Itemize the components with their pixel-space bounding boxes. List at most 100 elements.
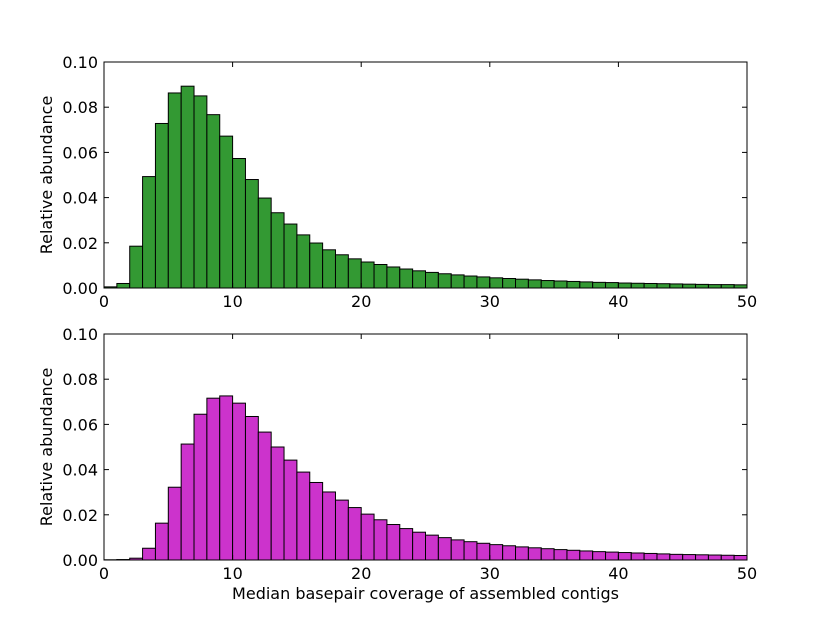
histogram-bar bbox=[116, 282, 131, 289]
histogram-bar bbox=[592, 551, 607, 561]
histogram-bar bbox=[154, 122, 169, 289]
histogram-bar bbox=[283, 223, 298, 289]
histogram-bar bbox=[257, 197, 272, 289]
histogram-bar bbox=[656, 553, 671, 561]
y-tick-label: 0.10 bbox=[62, 325, 98, 344]
plot-frame-bottom bbox=[103, 333, 748, 561]
x-tick-label: 0 bbox=[99, 292, 109, 311]
ticks-bottom: 0 10 20 30 40 50 0.00 0.02 0.04 0.06 0.08 0.10 bbox=[62, 325, 757, 583]
histogram-bar bbox=[373, 519, 388, 561]
histogram-bar bbox=[617, 552, 632, 561]
x-tick-label: 10 bbox=[222, 292, 242, 311]
histogram-bar bbox=[695, 554, 709, 561]
y-axis-label-top: Relative abundance bbox=[37, 96, 56, 255]
histogram-bar bbox=[579, 550, 594, 561]
histogram-bar bbox=[244, 179, 259, 289]
histogram-bar bbox=[193, 413, 208, 561]
histogram-bar bbox=[167, 486, 182, 561]
histogram-bar bbox=[180, 443, 195, 561]
histogram-bar bbox=[669, 283, 684, 289]
histogram-bar bbox=[399, 528, 414, 561]
x-tick-label: 40 bbox=[608, 564, 628, 583]
histogram-bar bbox=[656, 283, 671, 289]
histogram-bar bbox=[270, 212, 285, 289]
y-tick-label: 0.02 bbox=[62, 506, 98, 525]
y-tick-label: 0.06 bbox=[62, 143, 98, 162]
histogram-bar bbox=[617, 282, 632, 289]
histogram-bar bbox=[566, 549, 581, 561]
ticks-top: 0 10 20 30 40 50 0.00 0.02 0.04 0.06 0.08 0.10 bbox=[62, 53, 757, 311]
histogram-bar bbox=[489, 277, 504, 289]
x-tick-label: 50 bbox=[737, 292, 757, 311]
histogram-bar bbox=[360, 261, 375, 289]
bars-top bbox=[103, 85, 748, 289]
plot-frame-top bbox=[103, 61, 748, 289]
histogram-bar bbox=[437, 537, 452, 561]
y-axis-label-bottom: Relative abundance bbox=[37, 368, 56, 527]
x-tick-label: 10 bbox=[222, 564, 242, 583]
histogram-bar bbox=[142, 547, 156, 561]
histogram-bar bbox=[296, 234, 311, 289]
histogram-bar bbox=[322, 249, 336, 289]
histogram-bar bbox=[386, 266, 401, 289]
histogram-bar bbox=[707, 284, 722, 289]
x-tick-label: 30 bbox=[480, 292, 500, 311]
histogram-bar bbox=[180, 85, 195, 289]
histogram-bar bbox=[682, 283, 697, 289]
histogram-bar bbox=[605, 282, 619, 289]
histogram-bar bbox=[412, 531, 427, 561]
histogram-bar bbox=[566, 280, 581, 289]
histogram-bar bbox=[695, 283, 709, 289]
histogram-bar bbox=[167, 92, 182, 289]
histogram-bar bbox=[669, 553, 684, 561]
x-tick-label: 50 bbox=[737, 564, 757, 583]
histogram-bar bbox=[463, 275, 478, 289]
histogram-bar bbox=[553, 280, 568, 289]
histogram-bar bbox=[219, 395, 234, 561]
histogram-bar bbox=[579, 281, 594, 289]
histogram-bar bbox=[553, 549, 568, 561]
histogram-bar bbox=[257, 431, 272, 561]
histogram-bar bbox=[206, 114, 221, 289]
histogram-bar bbox=[630, 552, 645, 561]
histogram-bar bbox=[515, 278, 529, 289]
histogram-bar bbox=[334, 254, 349, 289]
histogram-bar bbox=[450, 539, 465, 561]
y-tick-label: 0.04 bbox=[62, 461, 98, 480]
y-tick-label: 0.08 bbox=[62, 370, 98, 389]
histogram-bar bbox=[527, 547, 542, 561]
histogram-bar bbox=[412, 270, 427, 289]
histogram-bar bbox=[347, 258, 362, 289]
histogram-bar bbox=[322, 491, 336, 561]
y-tick-label: 0.06 bbox=[62, 415, 98, 434]
y-tick-label: 0.00 bbox=[62, 279, 98, 298]
x-axis-label-bottom: Median basepair coverage of assembled co… bbox=[232, 584, 619, 603]
histogram-bar bbox=[515, 546, 529, 561]
histogram-bar bbox=[720, 284, 735, 289]
histogram-bar bbox=[437, 273, 452, 289]
histogram-bar bbox=[270, 446, 285, 561]
y-tick-label: 0.10 bbox=[62, 53, 98, 72]
histogram-bar bbox=[232, 402, 246, 561]
histogram-bar bbox=[283, 459, 298, 561]
x-tick-label: 20 bbox=[351, 564, 371, 583]
histogram-bar bbox=[219, 135, 234, 289]
histogram-bar bbox=[425, 271, 439, 289]
histogram-bar bbox=[450, 274, 465, 289]
x-tick-label: 20 bbox=[351, 292, 371, 311]
histogram-bar bbox=[489, 544, 504, 561]
histogram-bar bbox=[643, 552, 658, 561]
histogram-bar bbox=[425, 534, 439, 561]
histogram-bar bbox=[129, 245, 144, 289]
histogram-bar bbox=[630, 282, 645, 289]
histogram-bar bbox=[386, 524, 401, 561]
histogram-bar bbox=[720, 554, 735, 561]
x-tick-label: 40 bbox=[608, 292, 628, 311]
histogram-bar bbox=[244, 415, 259, 561]
histogram-bar bbox=[605, 551, 619, 561]
histogram-bar bbox=[540, 280, 555, 289]
histogram-bar bbox=[476, 542, 491, 561]
histogram-bar bbox=[540, 548, 555, 561]
histogram-bar bbox=[476, 276, 491, 289]
